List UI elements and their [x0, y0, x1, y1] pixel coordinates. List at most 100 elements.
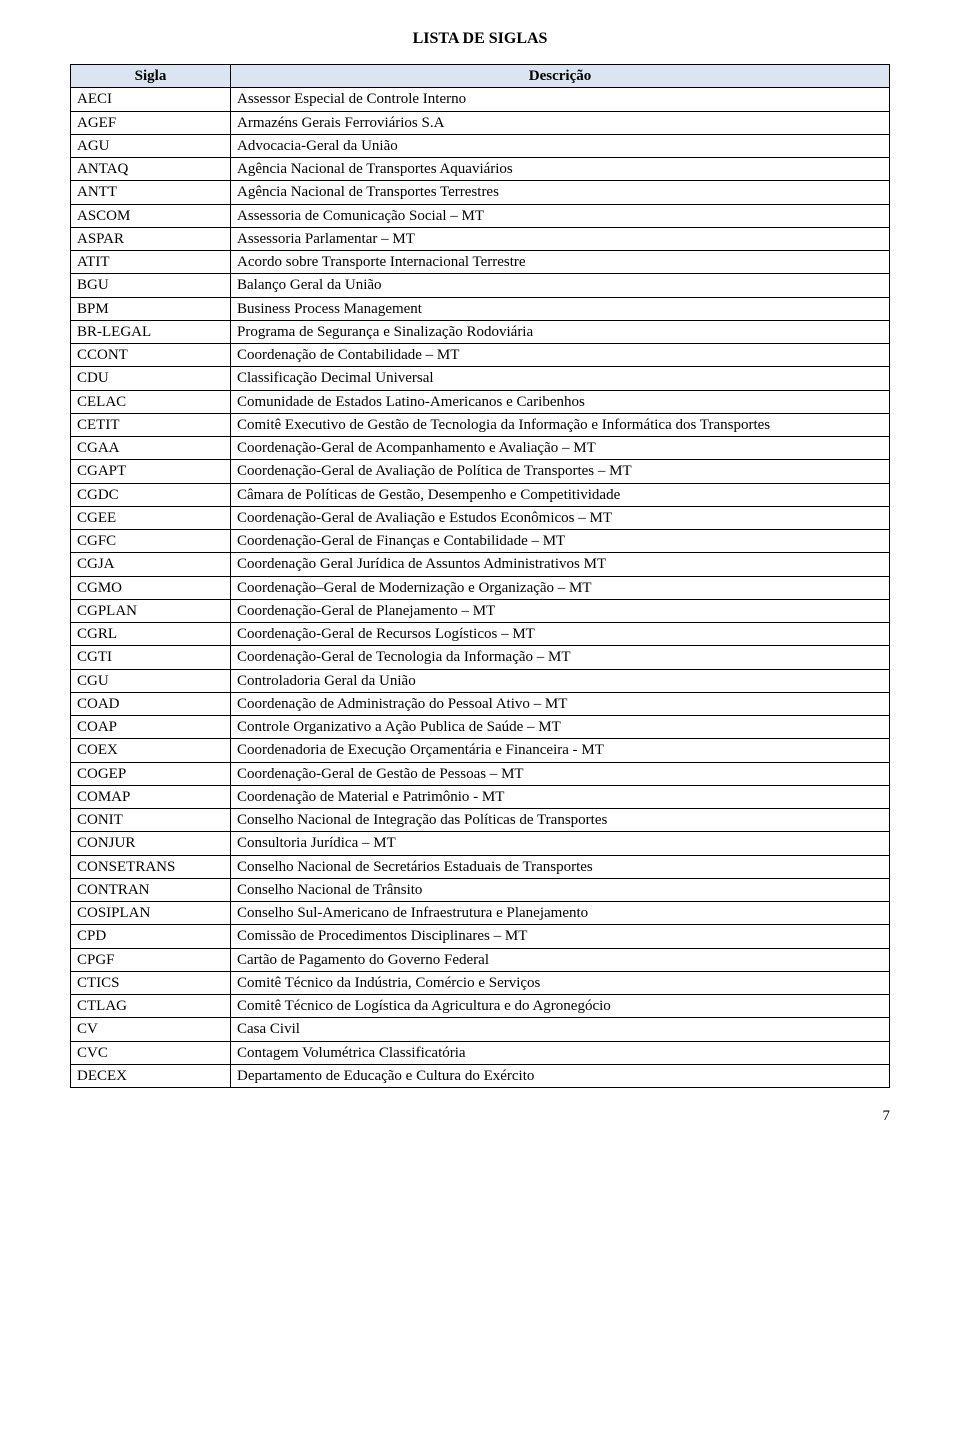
table-row: CGPLANCoordenação-Geral de Planejamento … — [71, 599, 890, 622]
table-row: CONJURConsultoria Jurídica – MT — [71, 832, 890, 855]
table-row: CETITComitê Executivo de Gestão de Tecno… — [71, 413, 890, 436]
table-row: CGAACoordenação-Geral de Acompanhamento … — [71, 437, 890, 460]
table-row: CDUClassificação Decimal Universal — [71, 367, 890, 390]
sigla-cell: CONJUR — [71, 832, 231, 855]
descricao-cell: Comitê Executivo de Gestão de Tecnologia… — [231, 413, 890, 436]
sigla-cell: CTLAG — [71, 995, 231, 1018]
descricao-cell: Coordenação-Geral de Tecnologia da Infor… — [231, 646, 890, 669]
table-row: COAPControle Organizativo a Ação Publica… — [71, 716, 890, 739]
table-row: CELACComunidade de Estados Latino-Americ… — [71, 390, 890, 413]
table-row: CGTICoordenação-Geral de Tecnologia da I… — [71, 646, 890, 669]
sigla-cell: AECI — [71, 88, 231, 111]
page-title: LISTA DE SIGLAS — [70, 30, 890, 48]
sigla-cell: CETIT — [71, 413, 231, 436]
descricao-cell: Coordenação–Geral de Modernização e Orga… — [231, 576, 890, 599]
descricao-cell: Comunidade de Estados Latino-Americanos … — [231, 390, 890, 413]
descricao-cell: Coordenadoria de Execução Orçamentária e… — [231, 739, 890, 762]
sigla-cell: CGDC — [71, 483, 231, 506]
sigla-cell: CGAA — [71, 437, 231, 460]
table-row: ASCOMAssessoria de Comunicação Social – … — [71, 204, 890, 227]
sigla-cell: COAP — [71, 716, 231, 739]
descricao-cell: Câmara de Políticas de Gestão, Desempenh… — [231, 483, 890, 506]
descricao-cell: Coordenação de Contabilidade – MT — [231, 344, 890, 367]
table-row: COGEPCoordenação-Geral de Gestão de Pess… — [71, 762, 890, 785]
table-row: AECIAssessor Especial de Controle Intern… — [71, 88, 890, 111]
table-row: DECEXDepartamento de Educação e Cultura … — [71, 1064, 890, 1087]
descricao-cell: Coordenação de Administração do Pessoal … — [231, 692, 890, 715]
sigla-cell: ANTT — [71, 181, 231, 204]
page-number: 7 — [70, 1108, 890, 1125]
sigla-cell: ANTAQ — [71, 158, 231, 181]
sigla-cell: CONIT — [71, 809, 231, 832]
descricao-cell: Business Process Management — [231, 297, 890, 320]
table-row: COMAPCoordenação de Material e Patrimôni… — [71, 785, 890, 808]
descricao-cell: Consultoria Jurídica – MT — [231, 832, 890, 855]
sigla-cell: COMAP — [71, 785, 231, 808]
table-row: CGEECoordenação-Geral de Avaliação e Est… — [71, 506, 890, 529]
sigla-cell: CGRL — [71, 623, 231, 646]
table-row: ATITAcordo sobre Transporte Internaciona… — [71, 251, 890, 274]
sigla-cell: AGEF — [71, 111, 231, 134]
table-row: COSIPLANConselho Sul-Americano de Infrae… — [71, 902, 890, 925]
table-row: ANTTAgência Nacional de Transportes Terr… — [71, 181, 890, 204]
sigla-cell: ASPAR — [71, 227, 231, 250]
table-row: BGUBalanço Geral da União — [71, 274, 890, 297]
descricao-cell: Balanço Geral da União — [231, 274, 890, 297]
descricao-cell: Classificação Decimal Universal — [231, 367, 890, 390]
descricao-cell: Coordenação-Geral de Gestão de Pessoas –… — [231, 762, 890, 785]
header-sigla: Sigla — [71, 65, 231, 88]
sigla-cell: BGU — [71, 274, 231, 297]
sigla-cell: ATIT — [71, 251, 231, 274]
descricao-cell: Conselho Sul-Americano de Infraestrutura… — [231, 902, 890, 925]
table-row: CGUControladoria Geral da União — [71, 669, 890, 692]
descricao-cell: Casa Civil — [231, 1018, 890, 1041]
table-row: CVCasa Civil — [71, 1018, 890, 1041]
sigla-cell: CV — [71, 1018, 231, 1041]
table-row: CVCContagem Volumétrica Classificatória — [71, 1041, 890, 1064]
descricao-cell: Controle Organizativo a Ação Publica de … — [231, 716, 890, 739]
table-header-row: Sigla Descrição — [71, 65, 890, 88]
descricao-cell: Coordenação-Geral de Recursos Logísticos… — [231, 623, 890, 646]
sigla-cell: CGAPT — [71, 460, 231, 483]
descricao-cell: Assessoria de Comunicação Social – MT — [231, 204, 890, 227]
descricao-cell: Conselho Nacional de Trânsito — [231, 878, 890, 901]
descricao-cell: Programa de Segurança e Sinalização Rodo… — [231, 320, 890, 343]
descricao-cell: Advocacia-Geral da União — [231, 134, 890, 157]
table-row: BPMBusiness Process Management — [71, 297, 890, 320]
sigla-cell: COEX — [71, 739, 231, 762]
descricao-cell: Coordenação-Geral de Finanças e Contabil… — [231, 530, 890, 553]
descricao-cell: Assessoria Parlamentar – MT — [231, 227, 890, 250]
descricao-cell: Coordenação de Material e Patrimônio - M… — [231, 785, 890, 808]
descricao-cell: Agência Nacional de Transportes Terrestr… — [231, 181, 890, 204]
sigla-cell: CGTI — [71, 646, 231, 669]
sigla-cell: CGEE — [71, 506, 231, 529]
table-row: CONSETRANSConselho Nacional de Secretári… — [71, 855, 890, 878]
table-row: CGDCCâmara de Políticas de Gestão, Desem… — [71, 483, 890, 506]
descricao-cell: Coordenação Geral Jurídica de Assuntos A… — [231, 553, 890, 576]
descricao-cell: Conselho Nacional de Secretários Estadua… — [231, 855, 890, 878]
sigla-cell: CTICS — [71, 971, 231, 994]
sigla-cell: CGFC — [71, 530, 231, 553]
descricao-cell: Assessor Especial de Controle Interno — [231, 88, 890, 111]
sigla-cell: BR-LEGAL — [71, 320, 231, 343]
sigla-cell: CGJA — [71, 553, 231, 576]
descricao-cell: Comitê Técnico da Indústria, Comércio e … — [231, 971, 890, 994]
table-row: CCONTCoordenação de Contabilidade – MT — [71, 344, 890, 367]
table-row: COADCoordenação de Administração do Pess… — [71, 692, 890, 715]
descricao-cell: Coordenação-Geral de Acompanhamento e Av… — [231, 437, 890, 460]
sigla-cell: AGU — [71, 134, 231, 157]
descricao-cell: Agência Nacional de Transportes Aquaviár… — [231, 158, 890, 181]
sigla-cell: CPD — [71, 925, 231, 948]
sigla-cell: COSIPLAN — [71, 902, 231, 925]
sigla-cell: ASCOM — [71, 204, 231, 227]
siglas-table: Sigla Descrição AECIAssessor Especial de… — [70, 64, 890, 1088]
table-row: BR-LEGALPrograma de Segurança e Sinaliza… — [71, 320, 890, 343]
descricao-cell: Conselho Nacional de Integração das Polí… — [231, 809, 890, 832]
table-row: ASPARAssessoria Parlamentar – MT — [71, 227, 890, 250]
table-row: CONTRANConselho Nacional de Trânsito — [71, 878, 890, 901]
table-row: CGFCCoordenação-Geral de Finanças e Cont… — [71, 530, 890, 553]
table-row: CPDComissão de Procedimentos Disciplinar… — [71, 925, 890, 948]
table-row: COEXCoordenadoria de Execução Orçamentár… — [71, 739, 890, 762]
sigla-cell: CCONT — [71, 344, 231, 367]
descricao-cell: Comitê Técnico de Logística da Agricultu… — [231, 995, 890, 1018]
